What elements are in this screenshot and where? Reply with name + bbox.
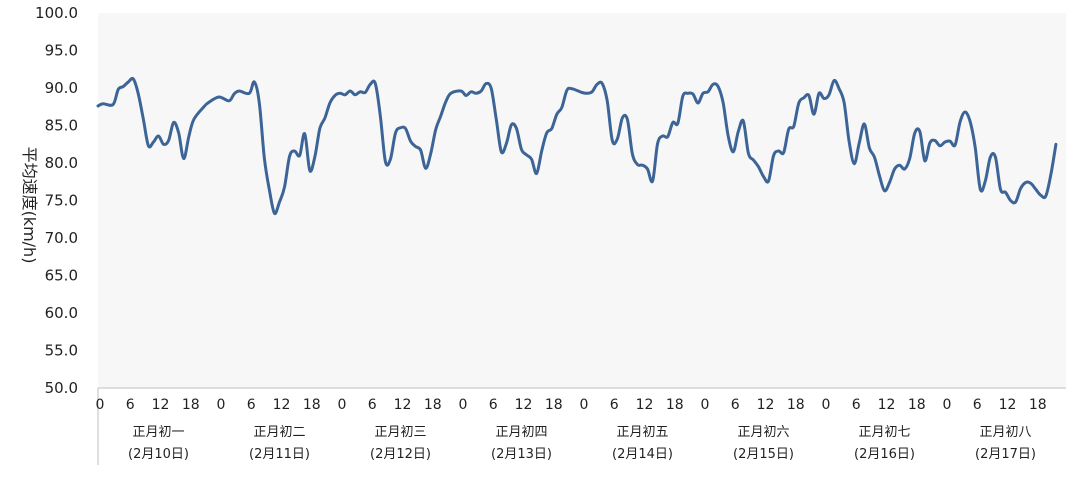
x-tick-label: 6 — [731, 397, 740, 413]
x-tick-label: 6 — [126, 397, 135, 413]
x-tick-label: 0 — [580, 397, 589, 413]
x-tick-label: 0 — [217, 397, 226, 413]
x-tick-label: 12 — [636, 397, 654, 413]
y-axis-ticks: 50.0 55.0 60.0 65.0 70.0 75.0 80.0 85.0 90.0 95.0… — [35, 4, 78, 397]
x-tick-label: 0 — [943, 397, 952, 413]
x-tick-label: 12 — [757, 397, 775, 413]
day-date-label: (2月10日) — [128, 447, 189, 462]
x-tick-label: 0 — [96, 397, 105, 413]
series-layer — [96, 76, 1058, 216]
y-tick-label: 100.0 — [35, 4, 78, 22]
day-lunar-label: 正月初二 — [253, 425, 305, 440]
y-tick-label: 65.0 — [45, 267, 78, 285]
x-tick-label: 6 — [852, 397, 861, 413]
x-tick-label: 12 — [878, 397, 896, 413]
y-axis-label: 平均速度(km/h) — [20, 147, 39, 264]
day-lunar-label: 正月初六 — [737, 425, 789, 440]
day-lunar-label: 正月初八 — [979, 425, 1031, 440]
day-date-label: (2月14日) — [612, 447, 673, 462]
speed-series-line — [96, 76, 1058, 216]
x-tick-label: 18 — [424, 397, 442, 413]
x-tick-label: 0 — [822, 397, 831, 413]
day-lunar-label: 正月初三 — [374, 425, 426, 440]
x-tick-label: 0 — [338, 397, 347, 413]
x-tick-label: 18 — [545, 397, 563, 413]
day-date-label: (2月13日) — [491, 447, 552, 462]
x-tick-label: 12 — [515, 397, 533, 413]
x-tick-label: 6 — [368, 397, 377, 413]
y-tick-label: 70.0 — [45, 229, 78, 247]
day-lunar-label: 正月初七 — [858, 425, 910, 440]
x-tick-label: 12 — [273, 397, 291, 413]
y-tick-label: 95.0 — [45, 42, 78, 60]
x-tick-label: 18 — [666, 397, 684, 413]
x-tick-label: 6 — [247, 397, 256, 413]
x-tick-label: 18 — [1029, 397, 1047, 413]
x-tick-label: 12 — [152, 397, 170, 413]
y-tick-label: 85.0 — [45, 117, 78, 135]
x-tick-label: 18 — [787, 397, 805, 413]
x-axis: 0 6 12 18 正月初一 (2月10日) 0 6 12 18 正月初二 (2月11日) 0 6 12 18… — [96, 387, 1066, 465]
day-date-label: (2月11日) — [249, 447, 310, 462]
x-tick-label: 18 — [908, 397, 926, 413]
x-tick-label: 0 — [459, 397, 468, 413]
day-lunar-label: 正月初一 — [132, 425, 184, 440]
x-tick-label: 18 — [182, 397, 200, 413]
day-date-label: (2月16日) — [854, 447, 915, 462]
plot-area-background — [98, 13, 1066, 388]
day-date-label: (2月15日) — [733, 447, 794, 462]
x-tick-label: 6 — [489, 397, 498, 413]
day-lunar-label: 正月初五 — [616, 425, 668, 440]
x-tick-label: 18 — [303, 397, 321, 413]
x-tick-label: 12 — [394, 397, 412, 413]
y-tick-label: 75.0 — [45, 192, 78, 210]
day-date-label: (2月17日) — [975, 447, 1036, 462]
y-tick-label: 90.0 — [45, 79, 78, 97]
y-tick-label: 50.0 — [45, 379, 78, 397]
day-lunar-label: 正月初四 — [495, 425, 547, 440]
x-tick-label: 6 — [973, 397, 982, 413]
x-tick-label: 12 — [999, 397, 1017, 413]
x-tick-label: 6 — [610, 397, 619, 413]
y-tick-label: 55.0 — [45, 342, 78, 360]
day-date-label: (2月12日) — [370, 447, 431, 462]
x-tick-label: 0 — [701, 397, 710, 413]
y-tick-label: 80.0 — [45, 154, 78, 172]
y-tick-label: 60.0 — [45, 304, 78, 322]
